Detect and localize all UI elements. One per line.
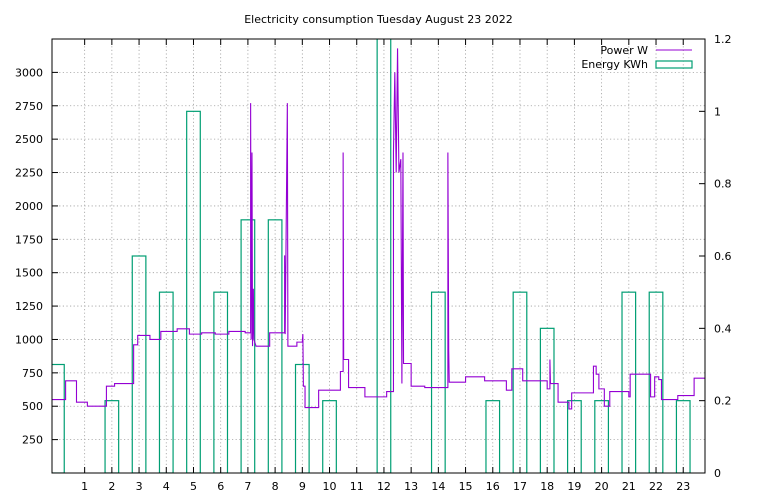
x-tick-label: 18 (540, 480, 554, 493)
x-tick-label: 15 (459, 480, 473, 493)
x-tick-label: 13 (404, 480, 418, 493)
y-right-tick-label: 0.4 (714, 322, 732, 335)
y-left-tick-label: 1500 (15, 267, 43, 280)
energy-bar (104, 400, 120, 473)
legend-energy-swatch (655, 60, 693, 69)
x-tick-label: 21 (622, 480, 636, 493)
power-series (52, 48, 705, 410)
legend-energy-label: Energy KWh (581, 58, 648, 71)
energy-bar (240, 219, 256, 473)
legend-power-label: Power W (600, 44, 648, 57)
energy-bar (131, 255, 147, 473)
plot-frame (51, 38, 706, 474)
energy-bar (52, 363, 65, 473)
energy-bar (485, 400, 501, 473)
energy-bar (539, 327, 555, 473)
y-right-tick-label: 0 (714, 467, 721, 480)
x-tick-label: 8 (272, 480, 279, 493)
x-tick-label: 3 (136, 480, 143, 493)
x-tick-label: 16 (486, 480, 500, 493)
y-left-tick-label: 2750 (15, 100, 43, 113)
y-left-tick-label: 3000 (15, 66, 43, 79)
x-tick-label: 6 (217, 480, 224, 493)
x-tick-label: 17 (513, 480, 527, 493)
y-left-tick-label: 750 (22, 367, 43, 380)
y-left-tick-label: 2250 (15, 167, 43, 180)
energy-bar (594, 400, 610, 473)
legend: Power W Energy KWh (581, 44, 693, 71)
grid (52, 39, 705, 473)
x-tick-label: 23 (676, 480, 690, 493)
y-left-tick-label: 250 (22, 434, 43, 447)
x-tick-label: 9 (299, 480, 306, 493)
x-tick-label: 5 (190, 480, 197, 493)
x-tick-label: 4 (163, 480, 170, 493)
energy-bar (566, 400, 582, 473)
y-right-tick-label: 1 (714, 105, 721, 118)
x-tick-label: 14 (431, 480, 445, 493)
y-right-tick-label: 0.8 (714, 178, 732, 191)
x-tick-label: 19 (567, 480, 581, 493)
x-tick-label: 11 (350, 480, 364, 493)
y-left-tick-label: 2000 (15, 200, 43, 213)
y-left-tick-label: 1750 (15, 233, 43, 246)
axis-ticks: 1 2 3 4 5 6 7 8 9 10 11 12 13 14 15 16 17 18 19 20 21 22 23250… (15, 33, 732, 493)
energy-bar (322, 400, 337, 473)
x-tick-label: 1 (81, 480, 88, 493)
x-tick-label: 7 (244, 480, 251, 493)
energy-bar (675, 400, 691, 473)
power-line (52, 48, 705, 410)
y-left-tick-label: 1250 (15, 300, 43, 313)
y-left-tick-label: 1000 (15, 333, 43, 346)
x-tick-label: 12 (377, 480, 391, 493)
energy-series (52, 39, 691, 473)
energy-bar (294, 363, 310, 473)
chart-title: Electricity consumption Tuesday August 2… (244, 13, 513, 26)
x-tick-label: 2 (108, 480, 115, 493)
x-tick-label: 20 (595, 480, 609, 493)
y-left-tick-label: 500 (22, 400, 43, 413)
x-tick-label: 22 (649, 480, 663, 493)
y-left-tick-label: 2500 (15, 133, 43, 146)
x-tick-label: 10 (323, 480, 337, 493)
y-right-tick-label: 0.6 (714, 250, 732, 263)
energy-bar (376, 39, 392, 473)
y-right-tick-label: 0.2 (714, 395, 732, 408)
y-right-tick-label: 1.2 (714, 33, 732, 46)
